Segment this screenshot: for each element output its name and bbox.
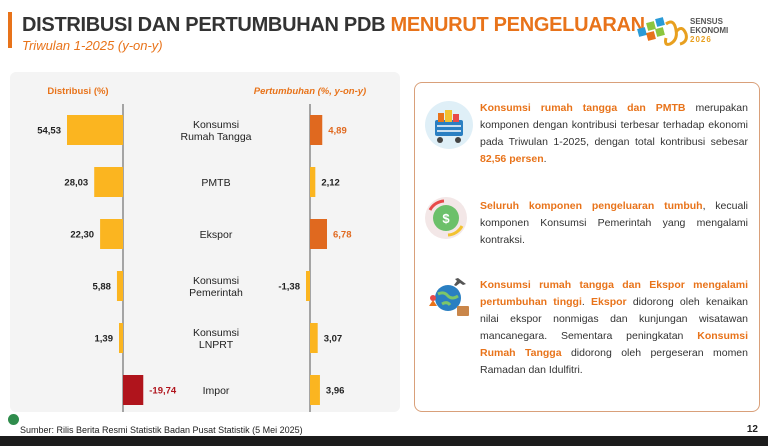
growth-value-label: -1,38 — [278, 282, 300, 293]
info-paragraph-1: Konsumsi rumah tangga dan PMTB merupakan… — [480, 102, 748, 165]
distribution-value-label: 22,30 — [70, 230, 94, 241]
growth-value-label: 4,89 — [328, 126, 347, 137]
growth-bar — [310, 375, 320, 405]
category-label: LNPRT — [199, 339, 234, 351]
pdb-chart: Distribusi (%) Pertumbuhan (%, y-on-y) 54,… — [37, 86, 366, 412]
distribution-value-label: 54,53 — [37, 126, 61, 137]
page-title: DISTRIBUSI DAN PERTUMBUHAN PDB MENURUT P… — [22, 14, 645, 36]
growth-bar — [310, 323, 318, 353]
page-subtitle: Triwulan 1-2025 (y-on-y) — [22, 38, 163, 53]
distribution-bar — [116, 271, 123, 301]
distribution-bar — [123, 375, 144, 405]
distribution-value-label: -19,74 — [149, 386, 177, 397]
category-label: Konsumsi — [193, 327, 239, 339]
category-label: PMTB — [201, 177, 230, 189]
title-accent-bar — [8, 12, 12, 48]
distribution-bar — [67, 115, 123, 145]
page-number: 12 — [746, 424, 758, 435]
info-paragraph-3: Konsumsi rumah tangga dan Ekspor mengala… — [480, 279, 748, 376]
footer-dot-icon — [8, 414, 19, 425]
category-label: Ekspor — [200, 229, 233, 241]
category-label: Rumah Tangga — [180, 131, 251, 143]
left-header: Distribusi (%) — [47, 86, 108, 97]
growth-bar — [310, 219, 327, 249]
growth-bar — [310, 167, 316, 197]
distribution-bar — [100, 219, 123, 249]
right-header: Pertumbuhan (%, y-on-y) — [254, 86, 366, 97]
info-paragraph-2: Seluruh komponen pengeluaran tumbuh, kec… — [480, 200, 748, 246]
logo-text: SENSUS EKONOMI 2026 — [690, 17, 729, 44]
category-label: Impor — [203, 385, 230, 397]
distribution-value-label: 1,39 — [95, 334, 114, 345]
source-note: Sumber: Rilis Berita Resmi Statistik Bad… — [20, 425, 303, 435]
distribution-bar — [94, 167, 123, 197]
growth-value-label: 6,78 — [333, 230, 352, 241]
travel-export-icon — [429, 278, 469, 316]
growth-value-label: 2,12 — [321, 178, 340, 189]
footer-bar — [0, 436, 768, 446]
money-growth-icon: $ — [425, 197, 467, 239]
distribution-value-label: 5,88 — [92, 282, 111, 293]
growth-bar — [310, 115, 323, 145]
category-label: Konsumsi — [193, 275, 239, 287]
svg-text:$: $ — [442, 211, 450, 226]
info-panel — [414, 82, 760, 412]
shopping-cart-icon — [425, 101, 473, 149]
category-label: Pemerintah — [189, 287, 243, 299]
logo-icon — [637, 17, 688, 46]
distribution-value-label: 28,03 — [64, 178, 88, 189]
growth-bar — [306, 271, 310, 301]
distribution-bar — [119, 323, 123, 353]
category-label: Konsumsi — [193, 119, 239, 131]
growth-value-label: 3,96 — [326, 386, 345, 397]
growth-value-label: 3,07 — [324, 334, 343, 345]
